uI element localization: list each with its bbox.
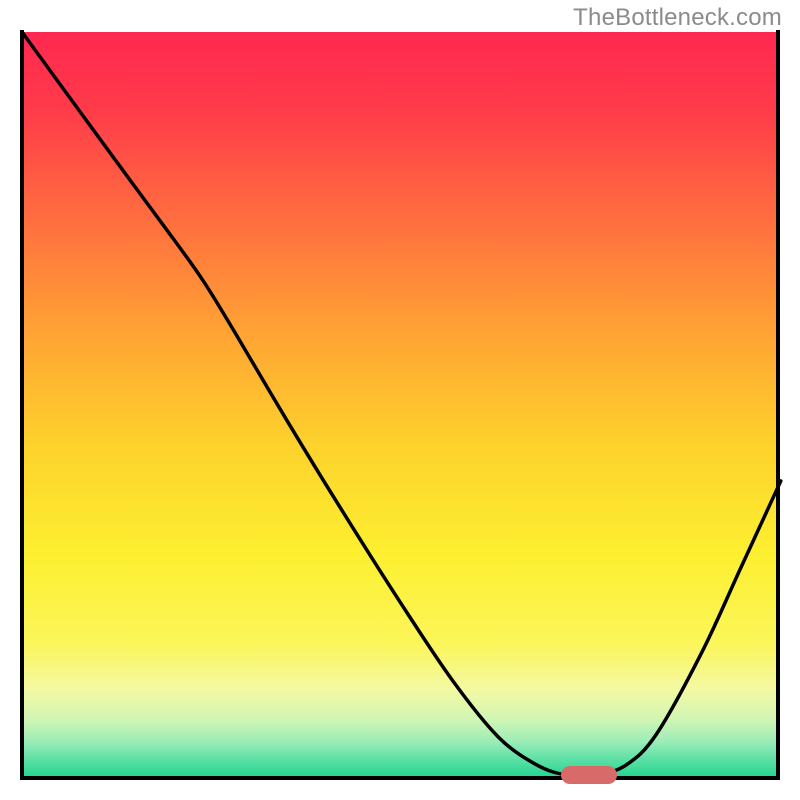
watermark-text: TheBottleneck.com xyxy=(573,4,782,32)
gradient-background xyxy=(22,32,778,778)
bottleneck-chart xyxy=(0,0,800,800)
optimal-point-marker xyxy=(561,766,617,784)
